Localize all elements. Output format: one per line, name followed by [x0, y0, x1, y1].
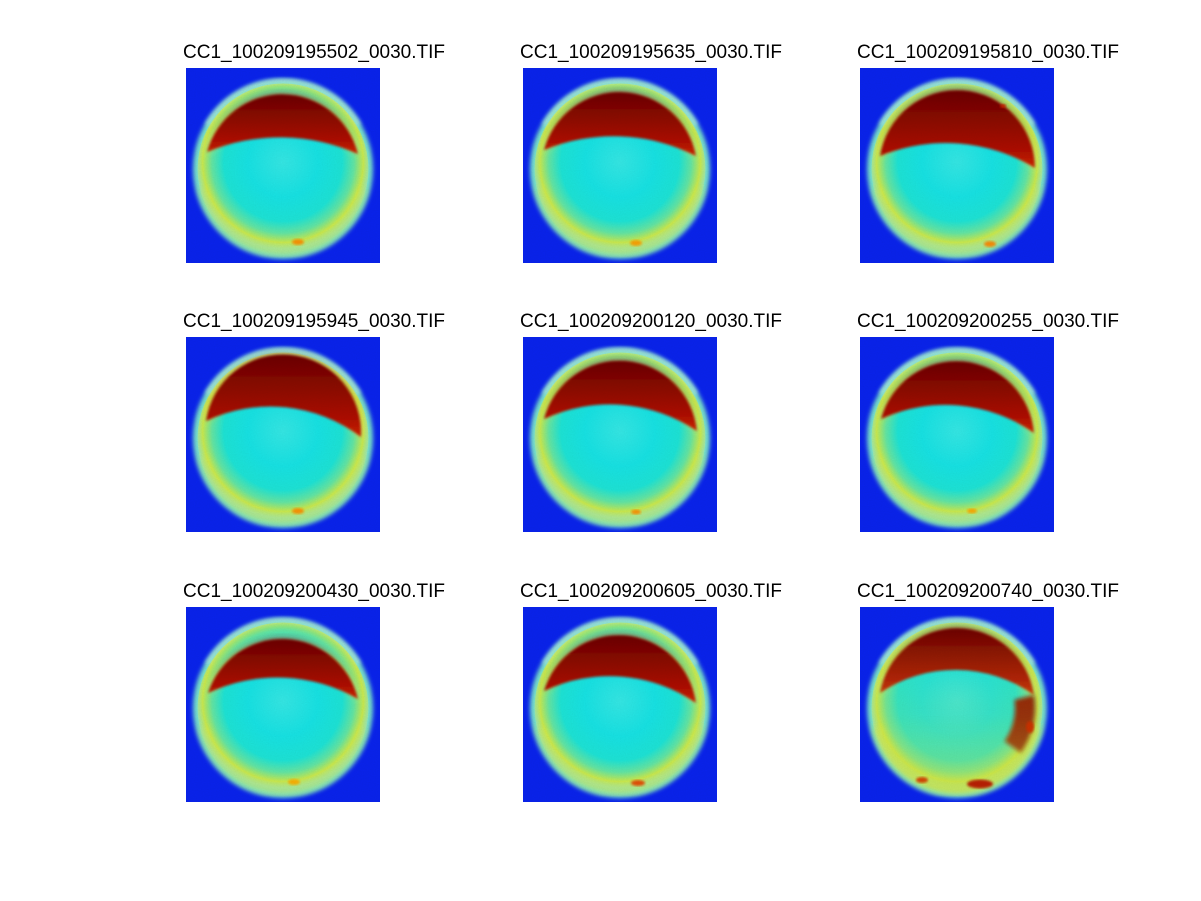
heatmap-image [860, 68, 1054, 263]
sensor-noise-overlay [860, 607, 1054, 802]
heatmap-image [860, 607, 1054, 802]
subplot-tile: CC1_100209195945_0030.TIF [183, 311, 445, 532]
subplot-tile: CC1_100209200120_0030.TIF [520, 311, 782, 532]
sensor-noise-overlay [186, 607, 380, 802]
subplot-tile: CC1_100209195635_0030.TIF [520, 42, 782, 263]
heatmap-image [186, 337, 380, 532]
heatmap-image [523, 337, 717, 532]
heatmap-image [523, 607, 717, 802]
heatmap-image [186, 607, 380, 802]
subplot-tile: CC1_100209195502_0030.TIF [183, 42, 445, 263]
subplot-tile: CC1_100209195810_0030.TIF [857, 42, 1119, 263]
subplot-title: CC1_100209200255_0030.TIF [857, 311, 1119, 332]
heatmap-image [860, 337, 1054, 532]
subplot-title: CC1_100209200120_0030.TIF [520, 311, 782, 332]
sensor-noise-overlay [523, 337, 717, 532]
subplot-tile: CC1_100209200605_0030.TIF [520, 581, 782, 802]
heatmap-image [186, 68, 380, 263]
subplot-tile: CC1_100209200430_0030.TIF [183, 581, 445, 802]
sensor-noise-overlay [860, 68, 1054, 263]
sensor-noise-overlay [523, 68, 717, 263]
subplot-title: CC1_100209195635_0030.TIF [520, 42, 782, 63]
subplot-title: CC1_100209195810_0030.TIF [857, 42, 1119, 63]
sensor-noise-overlay [523, 607, 717, 802]
subplot-title: CC1_100209195945_0030.TIF [183, 311, 445, 332]
subplot-title: CC1_100209200430_0030.TIF [183, 581, 445, 602]
sensor-noise-overlay [186, 68, 380, 263]
heatmap-image [523, 68, 717, 263]
sensor-noise-overlay [860, 337, 1054, 532]
subplot-tile: CC1_100209200740_0030.TIF [857, 581, 1119, 802]
sensor-noise-overlay [186, 337, 380, 532]
subplot-title: CC1_100209200740_0030.TIF [857, 581, 1119, 602]
subplot-tile: CC1_100209200255_0030.TIF [857, 311, 1119, 532]
subplot-title: CC1_100209200605_0030.TIF [520, 581, 782, 602]
subplot-title: CC1_100209195502_0030.TIF [183, 42, 445, 63]
